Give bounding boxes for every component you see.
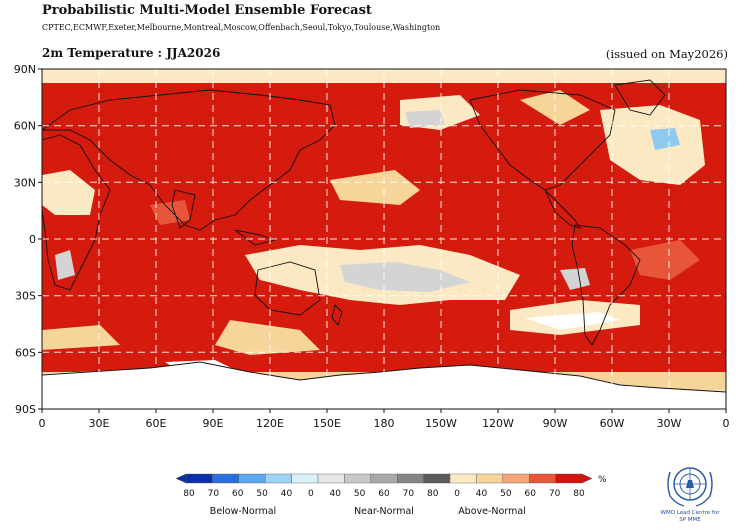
legend-swatch	[344, 473, 371, 484]
legend-swatch	[423, 473, 451, 484]
logo-caption: WMO Lead Centre for SP MME	[650, 510, 730, 524]
lon-tick-label: 0	[39, 417, 46, 430]
legend-tick-label: 70	[208, 489, 220, 499]
lat-tick-label: 90S	[15, 403, 36, 416]
legend-tick-label: 50	[354, 489, 366, 499]
legend-tick-label: 70	[549, 489, 561, 499]
north-pacific-near-normal	[405, 110, 445, 128]
lat-tick-label: 30N	[14, 176, 36, 189]
eurasia-outline	[42, 89, 336, 231]
lon-tick-label: 120E	[256, 417, 284, 430]
central-america-outline	[544, 189, 582, 229]
new-zealand-outline	[331, 304, 343, 326]
variable-season-label: 2m Temperature : JJA2026	[42, 46, 221, 60]
lon-tick-label: 30W	[657, 417, 682, 430]
north-atlantic-pale	[600, 105, 705, 185]
logo-caption-line-1: WMO Lead Centre for	[660, 510, 720, 516]
south-pacific-near-normal	[340, 262, 470, 292]
lon-tick-label: 60W	[600, 417, 625, 430]
legend-tick-label: 80	[427, 489, 439, 499]
indonesia-outline	[234, 229, 277, 246]
southern-ocean-white	[525, 312, 620, 330]
lat-tick-label: 60S	[15, 346, 36, 359]
arabian-sea-patch	[150, 200, 190, 225]
south-america-outline	[571, 224, 641, 346]
north-america-outline	[469, 89, 616, 191]
legend-tick-label: 40	[281, 489, 293, 499]
legend-swatch	[502, 473, 530, 484]
legend-tick-label: 70	[403, 489, 415, 499]
antarctica-outline	[42, 361, 726, 393]
ross-shelf-white	[165, 360, 240, 378]
legend-unit: %	[598, 475, 607, 485]
legend-swatch	[476, 473, 503, 484]
lon-tick-label: 180	[374, 417, 395, 430]
legend-tick-label: 0	[454, 489, 460, 499]
southern-ocean-pale-west	[42, 325, 120, 350]
legend-tick-label: 50	[500, 489, 512, 499]
legend-swatch	[212, 473, 239, 484]
lon-tick-label: 150E	[313, 417, 341, 430]
legend-tick-label: 50	[256, 489, 268, 499]
greenland-outline	[614, 79, 666, 116]
legend-tick-label: 60	[525, 489, 537, 499]
legend-category-label: Above-Normal	[458, 506, 526, 517]
legend-tick-label: 60	[232, 489, 244, 499]
lat-tick-label: 0	[29, 233, 36, 246]
lon-tick-label: 120W	[482, 417, 514, 430]
legend-swatch	[185, 473, 213, 484]
north-atlantic-below-normal	[650, 128, 680, 150]
chart-title: Probabilistic Multi-Model Ensemble Forec…	[42, 3, 372, 18]
legend-swatch	[291, 473, 319, 484]
legend-swatch	[370, 473, 398, 484]
coastlines	[42, 79, 726, 393]
central-pacific-patch	[330, 170, 420, 205]
longitude-axis: 0 30E 60E 90E 120E 150E 180 150W 120W 90W 60W 30W 0	[39, 409, 730, 430]
lat-tick-label: 60N	[14, 120, 36, 133]
legend-arrow-right	[581, 473, 593, 484]
legend-swatch	[238, 473, 266, 484]
legend-tick-label: 80	[573, 489, 585, 499]
south-atlantic-mid	[630, 240, 700, 280]
lon-tick-label: 90E	[203, 417, 224, 430]
lon-tick-label: 30E	[89, 417, 110, 430]
lon-tick-label: 90W	[543, 417, 568, 430]
legend-tick-label: 40	[476, 489, 488, 499]
model-list: CPTEC,ECMWF,Exeter,Melbourne,Montreal,Mo…	[42, 23, 441, 32]
southern-ocean-pale-mid	[215, 320, 320, 355]
logo-caption-line-2: SP MME	[679, 517, 701, 523]
un-wreath-globe-icon	[658, 458, 722, 530]
legend-swatch	[397, 473, 424, 484]
legend-tick-label: 60	[378, 489, 390, 499]
lon-tick-label: 60E	[146, 417, 167, 430]
sahara-patch	[42, 170, 95, 215]
lon-tick-label: 150W	[425, 417, 457, 430]
probability-legend: 80 70 60 50 40 0 40 50 60 70 80 0 40 50 60 70 80% Below-N…	[175, 473, 607, 517]
latitude-axis: 90N 60N 30N 0 30S 60S 90S	[14, 63, 42, 416]
legend-swatch	[317, 473, 345, 484]
issued-date: (issued on May2026)	[605, 47, 728, 61]
gridlines	[42, 69, 726, 409]
australia-outline	[254, 261, 321, 316]
india-outline	[171, 189, 196, 229]
legend-category-label: Near-Normal	[354, 506, 414, 517]
legend-tick-label: 40	[330, 489, 342, 499]
legend-swatch	[265, 473, 292, 484]
lon-tick-label: 0	[723, 417, 730, 430]
east-pacific-near-normal	[560, 268, 590, 290]
legend-category-label: Below-Normal	[210, 506, 276, 517]
legend-arrow-left	[175, 473, 187, 484]
legend-swatch	[555, 473, 583, 484]
legend-tick-label: 80	[183, 489, 195, 499]
legend-tick-label: 0	[308, 489, 314, 499]
south-atlantic-near-normal	[55, 250, 75, 280]
legend-swatch	[529, 473, 556, 484]
legend-swatch	[449, 473, 477, 484]
africa-outline	[42, 134, 111, 291]
lat-tick-label: 30S	[15, 290, 36, 303]
lat-tick-label: 90N	[14, 63, 36, 76]
map-field	[42, 69, 726, 409]
